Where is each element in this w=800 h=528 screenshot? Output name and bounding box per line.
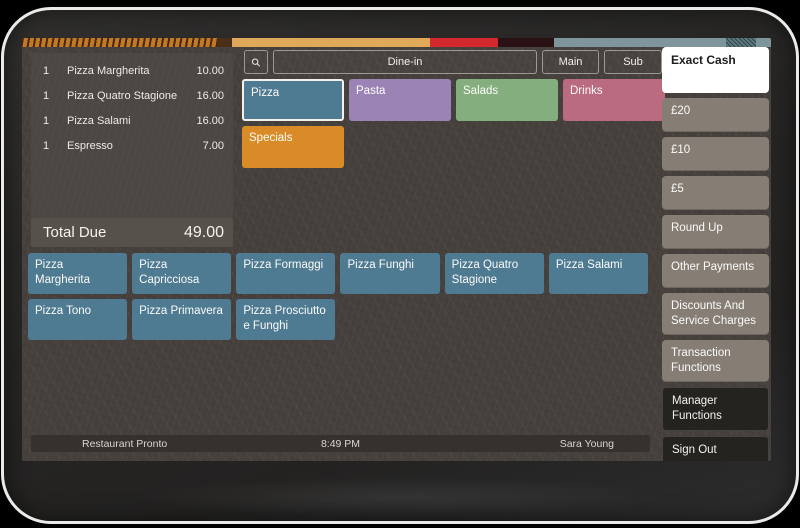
order-item-qty: 1: [43, 114, 50, 127]
order-panel: 1 Pizza Margherita 10.00 1 Pizza Quatro Stag…: [31, 53, 233, 218]
status-bar: Restaurant Pronto 8:49 PM Sara Young: [31, 435, 650, 452]
sidebar-button-other-payments[interactable]: Other Payments: [662, 254, 769, 288]
order-item-qty: 1: [43, 64, 50, 77]
menu-item-button-pizza-funghi[interactable]: Pizza Funghi: [340, 253, 440, 294]
category-row-2: Specials: [242, 126, 344, 168]
category-button-salads[interactable]: Salads: [456, 79, 558, 121]
order-item-price: 10.00: [196, 64, 224, 77]
sidebar-button-exact-cash[interactable]: Exact Cash: [662, 47, 769, 93]
color-strip-segment: [553, 38, 727, 47]
order-item-row[interactable]: 1 Espresso 7.00: [31, 133, 233, 158]
category-button-pizza[interactable]: Pizza: [242, 79, 344, 121]
category-button-drinks[interactable]: Drinks: [563, 79, 665, 121]
order-item-name: Espresso: [67, 139, 113, 152]
total-due-label: Total Due: [43, 224, 107, 241]
magnifier-icon: [251, 57, 261, 67]
category-button-specials[interactable]: Specials: [242, 126, 344, 168]
payment-sidebar: Exact Cash £20 £10 £5 Round Up Other Payments…: [662, 47, 769, 461]
order-item-qty: 1: [43, 89, 50, 102]
sidebar-button-sign-out[interactable]: Sign Out: [662, 435, 769, 461]
order-item-qty: 1: [43, 139, 50, 152]
search-button[interactable]: [244, 50, 268, 74]
order-item-row[interactable]: 1 Pizza Salami 16.00: [31, 108, 233, 133]
menu-item-button-pizza-margherita[interactable]: Pizza Margherita: [28, 253, 128, 294]
category-row: Pizza Pasta Salads Drinks: [242, 79, 665, 121]
sub-level-button[interactable]: Sub: [604, 50, 662, 74]
menu-item-button-pizza-capricciosa[interactable]: Pizza Capricciosa: [132, 253, 232, 294]
restaurant-name: Restaurant Pronto: [82, 437, 168, 450]
sidebar-button-transaction-functions[interactable]: Transaction Functions: [662, 339, 769, 382]
total-due-value: 49.00: [183, 223, 224, 241]
sidebar-button-manager-functions[interactable]: Manager Functions: [662, 386, 769, 431]
order-item-name: Pizza Quatro Stagione: [67, 89, 178, 102]
speckle-strip-segment: [726, 38, 756, 47]
decorative-header-strip: [22, 38, 771, 47]
order-item-row[interactable]: 1 Pizza Margherita 10.00: [31, 58, 233, 83]
clock: 8:49 PM: [320, 437, 361, 450]
order-type-selector[interactable]: Dine-in: [273, 50, 537, 74]
color-strip-segment: [231, 38, 431, 47]
color-strip-segment: [497, 38, 554, 47]
color-strip-segment: [216, 38, 232, 47]
order-item-name: Pizza Margherita: [67, 64, 150, 77]
sidebar-button-10[interactable]: £10: [662, 137, 769, 171]
main-level-button[interactable]: Main: [542, 50, 599, 74]
order-item-price: 7.00: [202, 139, 224, 152]
tablet-device-frame: 1 Pizza Margherita 10.00 1 Pizza Quatro Stag…: [1, 7, 799, 524]
tiger-stripes-strip-segment: [22, 38, 217, 47]
menu-item-button-pizza-formaggi[interactable]: Pizza Formaggi: [236, 253, 336, 294]
sidebar-button-5[interactable]: £5: [662, 176, 769, 210]
menu-item-grid: Pizza Margherita Pizza Capricciosa Pizza F…: [28, 253, 648, 340]
order-item-name: Pizza Salami: [67, 114, 131, 127]
menu-item-button-pizza-primavera[interactable]: Pizza Primavera: [132, 299, 232, 340]
menu-item-button-pizza-prosciutto-e-funghi[interactable]: Pizza Prosciutto e Funghi: [236, 299, 336, 340]
total-due-bar: Total Due 49.00: [31, 218, 233, 247]
sidebar-button-discounts-and-service-charges[interactable]: Discounts And Service Charges: [662, 293, 769, 335]
order-item-price: 16.00: [196, 89, 224, 102]
color-strip-segment: [430, 38, 498, 47]
pos-app-screen: 1 Pizza Margherita 10.00 1 Pizza Quatro Stag…: [22, 38, 771, 461]
sidebar-button-20[interactable]: £20: [662, 98, 769, 132]
menu-item-button-pizza-quatro-stagione[interactable]: Pizza Quatro Stagione: [444, 253, 544, 294]
menu-item-button-pizza-tono[interactable]: Pizza Tono: [28, 299, 128, 340]
sidebar-button-round-up[interactable]: Round Up: [662, 215, 769, 249]
category-button-pasta[interactable]: Pasta: [349, 79, 451, 121]
order-item-price: 16.00: [196, 114, 224, 127]
user-name: Sara Young: [559, 437, 614, 450]
menu-item-button-pizza-salami[interactable]: Pizza Salami: [548, 253, 648, 294]
color-strip-segment: [755, 38, 771, 47]
order-item-row[interactable]: 1 Pizza Quatro Stagione 16.00: [31, 83, 233, 108]
